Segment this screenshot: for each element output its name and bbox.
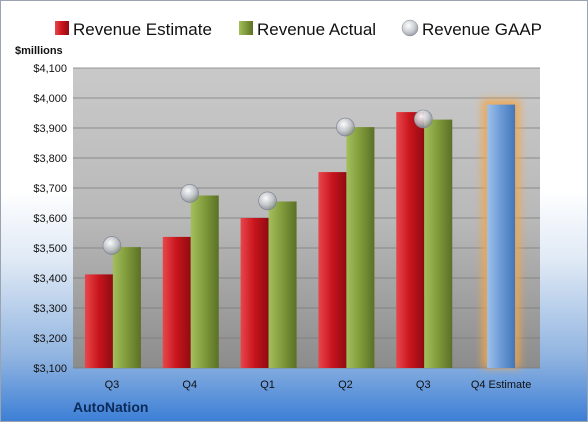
marker-gaap — [258, 191, 277, 211]
y-tick-label: $3,800 — [33, 153, 67, 165]
marker-gaap — [102, 236, 122, 255]
bar-estimate — [487, 104, 516, 368]
bar-estimate — [396, 112, 425, 368]
y-tick-label: $3,300 — [33, 303, 67, 315]
marker-gaap — [180, 184, 200, 203]
unit-label: $millions — [15, 45, 63, 57]
bar-actual — [346, 127, 375, 368]
x-tick-label: Q3 — [416, 379, 431, 391]
bar-estimate — [240, 218, 269, 368]
x-tick-label: Q2 — [338, 379, 353, 391]
company-name: AutoNation — [73, 399, 149, 415]
y-tick-label: $3,700 — [33, 183, 67, 195]
legend-label-gaap: Revenue GAAP — [422, 20, 542, 39]
bar-actual — [112, 247, 141, 368]
legend-swatch-estimate — [55, 21, 69, 35]
marker-gaap — [413, 109, 433, 129]
bar-actual — [268, 201, 297, 368]
bar-estimate — [162, 236, 191, 368]
x-tick-label: Q1 — [260, 379, 275, 391]
bar-estimate — [84, 274, 113, 368]
legend: Revenue Estimate Revenue Actual Revenue … — [55, 19, 542, 39]
x-tick-label: Q4 Estimate — [471, 379, 532, 391]
bar-estimate — [318, 172, 347, 368]
y-tick-label: $3,400 — [33, 273, 67, 285]
y-tick-label: $4,100 — [33, 63, 67, 75]
x-tick-label: Q4 — [182, 379, 197, 391]
legend-swatch-gaap — [401, 19, 419, 37]
legend-label-estimate: Revenue Estimate — [73, 20, 212, 39]
y-tick-label: $3,900 — [33, 123, 67, 135]
y-tick-label: $3,200 — [33, 333, 67, 345]
bar-actual — [190, 195, 219, 368]
x-tick-label: Q3 — [105, 379, 120, 391]
y-tick-label: $3,100 — [33, 363, 67, 375]
marker-gaap — [336, 117, 355, 137]
legend-swatch-actual — [239, 21, 253, 35]
y-tick-label: $3,500 — [33, 243, 67, 255]
legend-label-actual: Revenue Actual — [257, 20, 376, 39]
y-tick-label: $3,600 — [33, 213, 67, 225]
bar-actual — [424, 119, 453, 368]
y-tick-label: $4,000 — [33, 93, 67, 105]
